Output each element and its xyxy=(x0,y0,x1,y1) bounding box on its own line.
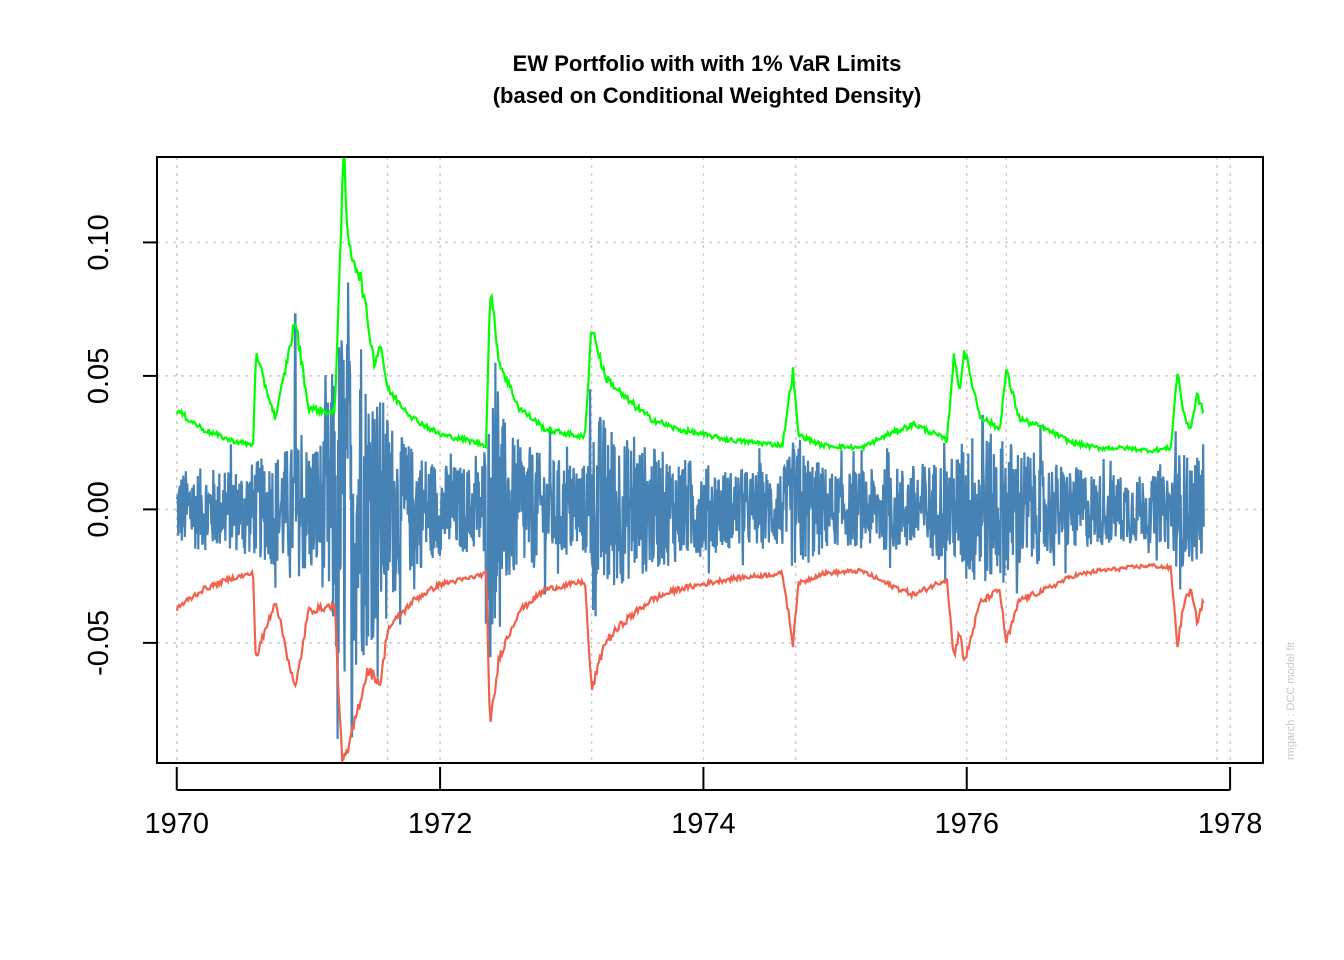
series-returns-line xyxy=(175,282,1205,740)
chart-title: EW Portfolio with with 1% VaR Limits xyxy=(513,51,902,76)
x-tick-label: 1978 xyxy=(1198,808,1263,840)
plot-area xyxy=(175,157,1205,763)
y-tick-label: 0.05 xyxy=(83,348,115,404)
y-tick-label: 0.10 xyxy=(83,214,115,270)
chart-subtitle: (based on Conditional Weighted Density) xyxy=(493,83,922,108)
axes: 1970 1972 1974 1976 1978 -0.05 0.00 0.05 0.10 xyxy=(83,214,1262,840)
x-tick-label: 1976 xyxy=(934,808,999,840)
y-tick-label: 0.00 xyxy=(83,481,115,537)
y-tick-label: -0.05 xyxy=(83,610,115,676)
series-lower-var-line xyxy=(175,562,1205,763)
x-tick-label: 1972 xyxy=(408,808,473,840)
model-annotation: rmgarch : DCC model fit xyxy=(1285,642,1297,760)
series-upper-var-line xyxy=(175,157,1205,455)
x-tick-label: 1974 xyxy=(671,808,736,840)
x-tick-label: 1970 xyxy=(144,808,209,840)
plot-frame xyxy=(156,156,1264,764)
